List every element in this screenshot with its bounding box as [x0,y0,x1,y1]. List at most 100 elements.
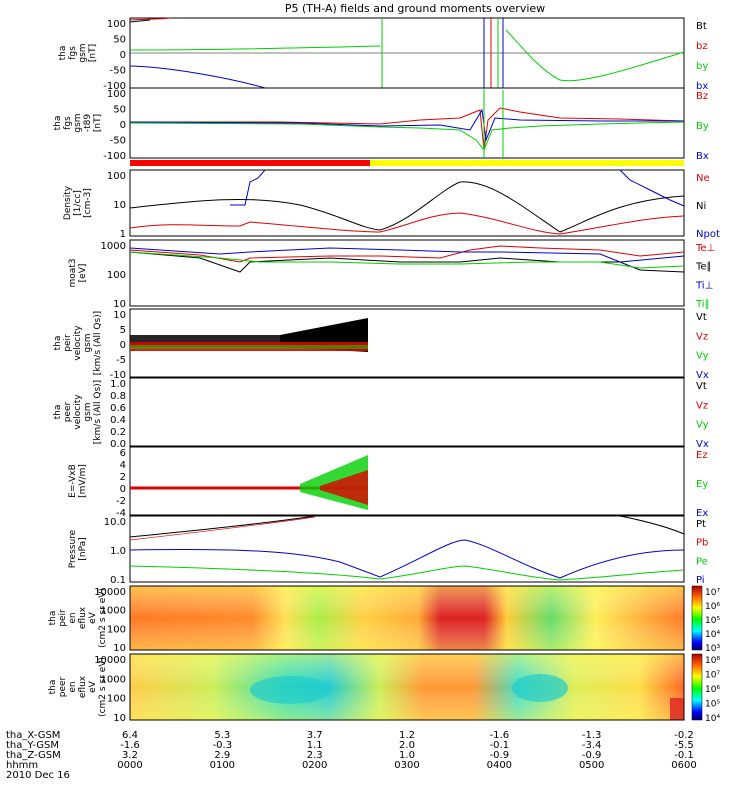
ylabel-line: velocity [73,325,83,361]
ytick-label: 1 [120,229,126,240]
legend-Pi: Pi [696,575,705,586]
panel-peir-spectrogram [129,585,685,651]
xtick-value: 6.4 [122,730,138,741]
ylabel-line: peer [63,401,73,422]
ylabel-line: eV [88,680,98,693]
legend-Ti∥: Ti∥ [695,299,710,310]
ytick-label: 100 [107,694,126,705]
ytick-label: 0.4 [110,415,126,426]
ytick-label: -5 [116,355,126,366]
ytick-label: -100 [103,81,126,92]
panel-temperature [129,239,685,307]
legend-bx: bx [696,81,708,92]
ytick-label: -50 [110,136,126,147]
ytick-label: 5 [120,325,126,336]
legend-Ti⊥: Ti⊥ [695,280,713,291]
xrow-label: tha_Z-GSM [6,750,61,761]
xtick-value: -0.9 [582,750,602,761]
ylabel-line: tha [58,46,68,61]
ytick-label: -4 [116,508,126,519]
ytick-label: 0.6 [110,403,126,414]
ylabel-line: [nT] [88,44,98,62]
xtick-value: 0300 [394,760,419,771]
panel-density [129,169,685,237]
colorbar-tick: 10⁷ [705,671,720,681]
ylabel-line: Pressure [68,529,78,568]
xtick-value: 1.0 [399,750,415,761]
legend-Te⊥: Te⊥ [695,243,715,254]
colorbar-tick: 10³ [705,644,720,654]
ytick-label: 4 [120,460,126,471]
colorbar-tick: 10⁴ [705,714,720,724]
ylabel-line: en [68,612,78,623]
xtick-value: 1.1 [307,740,323,751]
xtick-value: -5.5 [674,740,694,751]
panel-pressure [129,515,685,583]
ytick-label: 100 [107,89,126,100]
xtick-value: 2.9 [214,750,230,761]
legend-Te∥: Te∥ [695,262,712,273]
legend-Vx: Vx [696,439,709,450]
panel-peer-spectrogram [129,653,685,721]
ylabel-line: Density [63,185,73,220]
legend-Ex: Ex [696,508,708,519]
xtick-value: -0.1 [490,740,510,751]
legend-Pb: Pb [696,538,708,549]
xtick-value: -0.9 [490,750,510,761]
xrow-label: hhmm [6,760,38,771]
legend-Ne: Ne [696,173,710,184]
legend-Ez: Ez [696,450,708,461]
legend-by: by [696,61,708,72]
xtick-value: 0200 [302,760,327,771]
ylabel-line: -t89 [83,114,93,133]
ytick-label: 1000 [101,241,126,252]
xtick-value: 2.3 [307,750,323,761]
ytick-label: 100 [107,19,126,30]
colorbar-tick: 10⁶ [705,602,720,612]
mode-bar [130,160,684,166]
legend-Vt: Vt [696,381,707,392]
ylabel-line: [1/cc] [73,190,83,216]
ytick-label: 50 [113,105,126,116]
ylabel-line: tha [48,680,58,695]
x-axis: tha_X-GSM 6.4 5.3 3.7 1.2 -1.6 -1.3 -0.2 tha_Y-G… [6,730,697,781]
ylabel-line: tha [53,336,63,351]
xtick-value: 3.2 [122,750,138,761]
ylabel-line: peir [63,334,73,352]
ytick-label: 10.0 [104,517,126,528]
colorbar-tick: 10⁴ [705,630,720,640]
colorbar-electron [691,653,703,721]
ylabel-line: tha [48,611,58,626]
plot-title: P5 (TH-A) fields and ground moments over… [285,2,545,15]
ylabel-line: [eV] [78,264,88,283]
legend-Bt: Bt [696,21,707,32]
ytick-label: 10 [113,299,126,310]
ytick-label: 0.1 [110,575,126,586]
xtick-value: -0.2 [674,730,694,741]
legend-Vx: Vx [696,370,709,381]
xrow-label: tha_Y-GSM [6,740,59,751]
xtick-value: -3.4 [582,740,602,751]
ylabel-line: eflux [78,606,88,629]
legend-Npot: Npot [696,229,720,240]
ylabel-line: [km/s (All Qs)] [93,380,103,444]
ytick-label: 0 [120,50,126,61]
legend-Pt: Pt [696,519,706,530]
legend-Vz: Vz [696,331,708,342]
xtick-value: -1.3 [582,730,602,741]
ytick-label: 0 [120,120,126,131]
ytick-label: 50 [113,35,126,46]
xtick-value: 0600 [671,760,696,771]
legend-Ey: Ey [696,479,708,490]
legend-Vt: Vt [696,312,707,323]
ylabel-line: gsm [83,402,93,421]
ytick-label: -2 [116,496,126,507]
xtick-value: 3.7 [307,730,323,741]
ylabel-line: eV [88,611,98,624]
ylabel-line: [nT] [93,114,103,132]
xtick-value: 0100 [210,760,235,771]
ylabel-line: [mV/m] [78,464,88,498]
ytick-label: 1.0 [110,379,126,390]
ylabel-line: peir [58,609,68,627]
